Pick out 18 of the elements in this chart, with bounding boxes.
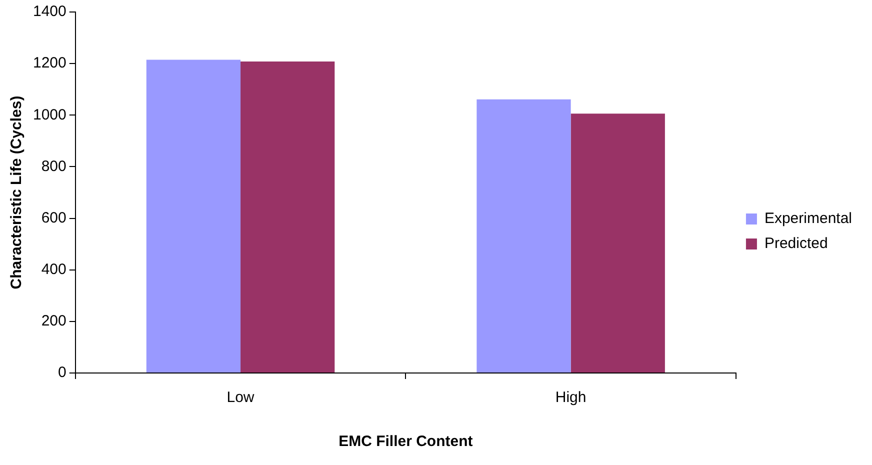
legend-label: Experimental [764, 210, 852, 228]
y-axis-title: Characteristic Life (Cycles) [8, 96, 26, 290]
y-tick-label: 1000 [32, 106, 66, 124]
bar [476, 99, 571, 372]
y-tick-label: 1400 [32, 3, 66, 20]
y-tick-label: 400 [41, 261, 66, 278]
legend-label: Predicted [764, 235, 828, 252]
bar [146, 60, 241, 372]
y-tick-label: 1200 [32, 54, 66, 72]
x-tick-label: High [555, 389, 586, 406]
y-tick-label: 800 [41, 158, 66, 175]
bar [240, 62, 335, 372]
x-axis-title: EMC Filler Content [338, 433, 473, 450]
y-tick-label: 600 [41, 209, 66, 226]
y-tick-label: 0 [58, 364, 66, 382]
bar [570, 114, 665, 372]
y-tick-label: 200 [41, 312, 66, 330]
x-tick-label: Low [226, 389, 254, 406]
